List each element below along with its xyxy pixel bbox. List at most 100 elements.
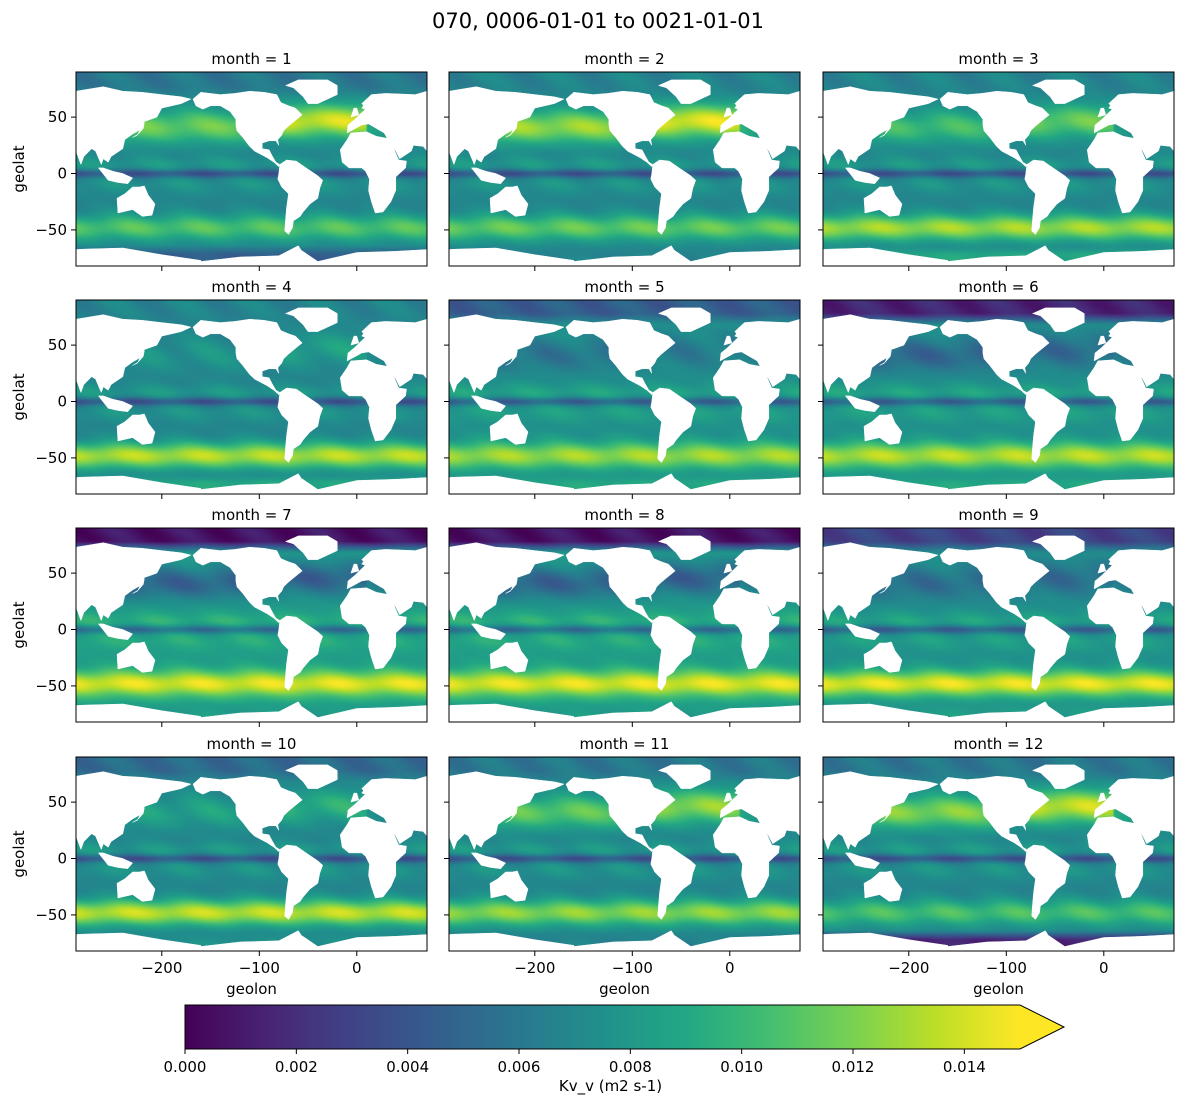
land-britain xyxy=(350,107,360,118)
panel-frame xyxy=(75,71,428,267)
x-tick-label: −200 xyxy=(514,959,555,977)
land-greenland xyxy=(657,79,711,104)
x-axis-label: geolon xyxy=(599,980,650,998)
land-mask xyxy=(76,764,427,951)
land-antarctica xyxy=(449,245,800,266)
land-southAmerica xyxy=(277,387,323,463)
land-mask xyxy=(823,535,1174,722)
land-mask xyxy=(823,79,1174,266)
x-tick-label: 0 xyxy=(1099,959,1109,977)
x-tick-label: −100 xyxy=(612,959,653,977)
land-indonesia xyxy=(470,395,507,412)
land-mask xyxy=(449,535,800,722)
land-indonesia xyxy=(97,623,134,640)
land-japan xyxy=(505,577,518,594)
land-britain xyxy=(350,563,360,574)
land-northAmerica xyxy=(939,318,1050,396)
panel-title: month = 3 xyxy=(958,50,1038,68)
y-tick-label: 0 xyxy=(57,165,67,183)
land-africa xyxy=(339,816,407,899)
land-europeAsia xyxy=(823,771,1174,851)
y-tick-label: 0 xyxy=(57,621,67,639)
colorbar-tick-label: 0.002 xyxy=(275,1058,318,1076)
land-antarctica xyxy=(823,930,1174,951)
land-indonesia xyxy=(844,623,881,640)
panel-frame xyxy=(448,527,801,723)
colorbar-tick-label: 0.006 xyxy=(498,1058,541,1076)
land-britain xyxy=(723,792,733,803)
land-antarctica xyxy=(76,245,427,266)
y-tick-label: 50 xyxy=(48,564,67,582)
y-tick-label: 50 xyxy=(48,793,67,811)
land-southAmerica xyxy=(1024,615,1070,691)
land-scandinavia xyxy=(361,549,385,567)
land-japan xyxy=(132,121,145,138)
land-scandinavia xyxy=(361,778,385,796)
figure-title: 070, 0006-01-01 to 0021-01-01 xyxy=(432,9,764,33)
land-indonesia xyxy=(97,395,134,412)
land-southAmerica xyxy=(650,387,696,463)
land-africa xyxy=(1086,816,1154,899)
land-britain xyxy=(1097,563,1107,574)
x-tick-label: −200 xyxy=(888,959,929,977)
land-australia xyxy=(863,870,903,902)
panel-month-9: month = 9 xyxy=(818,506,1175,727)
panel-month-7: month = 7 50 0 −50 geolat xyxy=(10,506,428,727)
land-greenland xyxy=(1031,535,1085,560)
land-australia xyxy=(116,641,156,673)
land-britain xyxy=(723,107,733,118)
x-tick-label: 0 xyxy=(352,959,362,977)
colorbar-outline xyxy=(184,1004,1066,1050)
x-axis-label: geolon xyxy=(973,980,1024,998)
panel-title: month = 5 xyxy=(584,278,664,296)
land-australia xyxy=(489,413,529,445)
panel-title: month = 8 xyxy=(584,506,664,524)
y-tick-label: 0 xyxy=(57,393,67,411)
x-tick-label: −100 xyxy=(986,959,1027,977)
land-greenland xyxy=(657,535,711,560)
land-africa xyxy=(339,359,407,442)
land-britain xyxy=(1097,335,1107,346)
panel-title: month = 12 xyxy=(954,735,1044,753)
land-northAmerica xyxy=(565,546,676,624)
land-europeAsia xyxy=(823,86,1174,166)
land-indonesia xyxy=(844,167,881,184)
panel-frame xyxy=(75,527,428,723)
land-australia xyxy=(116,413,156,445)
land-britain xyxy=(723,335,733,346)
land-japan xyxy=(505,806,518,823)
panel-month-8: month = 8 xyxy=(444,506,801,727)
y-axis-label: geolat xyxy=(10,830,28,877)
land-antarctica xyxy=(76,473,427,494)
y-tick-label: −50 xyxy=(35,906,67,924)
land-indonesia xyxy=(844,395,881,412)
panel-frame xyxy=(75,299,428,495)
x-tick-label: −200 xyxy=(141,959,182,977)
land-northAmerica xyxy=(939,775,1050,853)
land-southAmerica xyxy=(277,615,323,691)
land-europeAsia xyxy=(76,314,427,394)
y-tick-label: −50 xyxy=(35,677,67,695)
land-antarctica xyxy=(76,701,427,722)
land-britain xyxy=(350,335,360,346)
land-antarctica xyxy=(823,473,1174,494)
land-antarctica xyxy=(76,930,427,951)
land-britain xyxy=(723,563,733,574)
colorbar-label: Kv_v (m2 s-1) xyxy=(559,1077,662,1096)
land-europeAsia xyxy=(76,86,427,166)
x-tick-label: 0 xyxy=(725,959,735,977)
land-northAmerica xyxy=(939,90,1050,168)
land-northAmerica xyxy=(565,775,676,853)
y-tick-label: 50 xyxy=(48,336,67,354)
panel-month-11: month = 11 −200 −100 0 geolon xyxy=(444,735,801,998)
land-indonesia xyxy=(470,167,507,184)
land-europeAsia xyxy=(76,771,427,851)
panel-month-5: month = 5 xyxy=(444,278,801,499)
land-southAmerica xyxy=(277,844,323,920)
land-scandinavia xyxy=(1108,321,1132,339)
land-southAmerica xyxy=(650,615,696,691)
land-indonesia xyxy=(470,623,507,640)
land-africa xyxy=(339,587,407,670)
panel-month-12: month = 12 −200 −100 0 geolon xyxy=(818,735,1175,998)
land-mask xyxy=(449,79,800,266)
